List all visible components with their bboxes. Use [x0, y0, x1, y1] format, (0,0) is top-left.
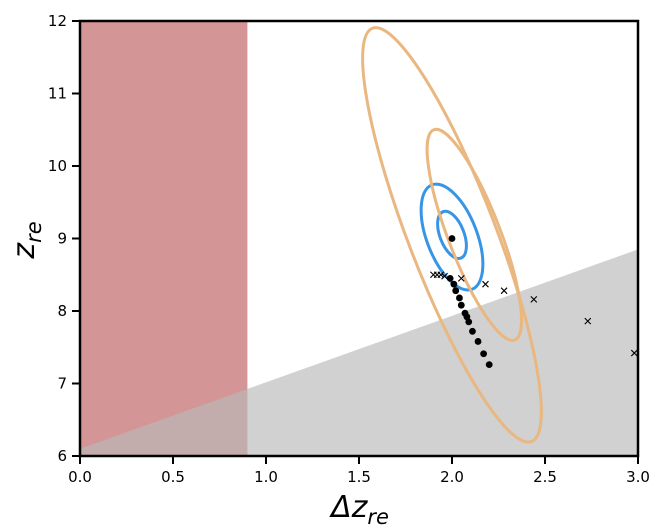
y-tick-label-1: 7	[57, 375, 67, 393]
data-point-cross-4	[457, 274, 465, 282]
cross-marker-stroke	[457, 274, 465, 282]
data-point-dot-10	[474, 338, 482, 345]
y-axis-title-main: z	[7, 242, 42, 260]
y-tick-label-2: 8	[57, 302, 67, 320]
data-point-cross-7	[530, 296, 538, 303]
y-tick-label-3: 9	[57, 230, 67, 248]
excluded-region-grey	[80, 249, 638, 456]
y-tick-label-5: 11	[48, 85, 67, 103]
x-axis-title-sub: re	[367, 505, 389, 529]
x-tick-label-0: 0.0	[68, 468, 92, 486]
cross-marker-stroke	[500, 287, 508, 295]
excluded-region-red	[80, 21, 248, 456]
y-axis-title: zre	[7, 221, 46, 259]
data-point-cross-3	[441, 272, 448, 280]
x-tick-label-4: 2.0	[440, 468, 464, 486]
x-axis-title-main: Δz	[329, 490, 369, 525]
data-point-dot-3	[452, 287, 460, 295]
axis-ticks: 0.0 0.5 1.0 1.5 2.0 2.5 3.0 6 7 8 9 10 11 12	[48, 12, 650, 486]
data-point-cross-2	[437, 271, 445, 279]
x-axis-title: Δzre	[329, 490, 389, 529]
contour-orange-outer	[361, 26, 543, 444]
x-tick-label-2: 1.0	[254, 468, 278, 486]
data-point-dot-5	[457, 301, 465, 309]
data-point-dot-11	[480, 350, 488, 358]
cross-marker-stroke	[630, 349, 638, 357]
x-tick-label-5: 2.5	[533, 468, 557, 486]
cross-marker-stroke	[437, 271, 445, 279]
data-point-dot-0	[448, 235, 456, 242]
data-point-dot-2	[450, 280, 458, 288]
y-tick-label-0: 6	[57, 447, 67, 465]
x-tick-label-6: 3.0	[626, 468, 650, 486]
contour-orange-inner	[425, 127, 524, 342]
data-point-cross-6	[500, 287, 508, 295]
data-point-cross-5	[482, 280, 489, 288]
x-tick-label-1: 0.5	[161, 468, 185, 486]
y-tick-label-4: 10	[48, 157, 67, 175]
data-point-dot-4	[456, 294, 463, 302]
data-point-dot-1	[446, 274, 454, 282]
cross-marker-stroke	[482, 280, 489, 288]
cross-marker-stroke	[441, 272, 448, 280]
x-tick-label-3: 1.5	[347, 468, 371, 486]
data-point-dot-12	[485, 361, 493, 369]
data-point-dot-8	[465, 318, 473, 326]
cross-marker-stroke	[584, 317, 592, 325]
data-point-dot-9	[469, 327, 476, 335]
data-point-cross-8	[584, 317, 592, 325]
cross-marker-stroke	[530, 296, 538, 303]
data-point-cross-9	[630, 349, 638, 357]
plot-area	[80, 21, 638, 456]
y-axis-title-sub: re	[22, 221, 46, 243]
contour-blue-inner	[436, 209, 468, 260]
y-tick-label-6: 12	[48, 12, 67, 30]
